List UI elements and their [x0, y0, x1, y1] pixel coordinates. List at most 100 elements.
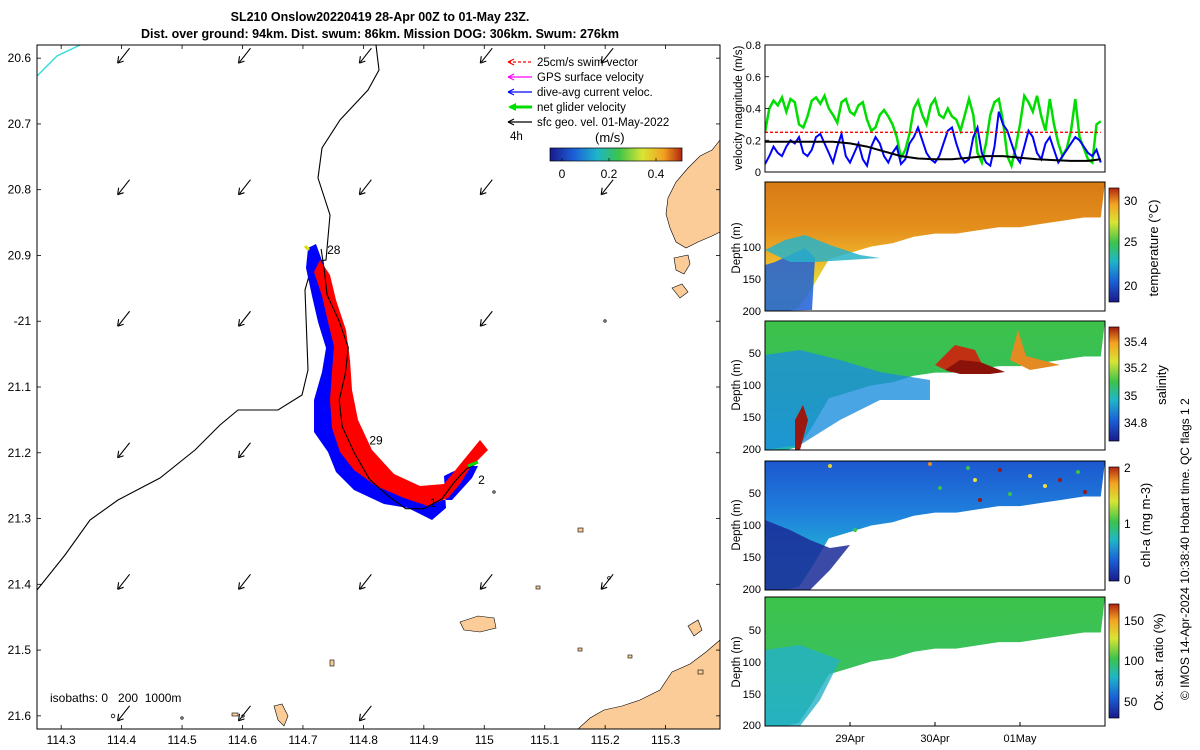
- isobath-label: isobaths: 0 200 1000m: [50, 691, 181, 705]
- legend-item-gps-velocity: GPS surface velocity: [507, 72, 644, 84]
- temperature-colorbar-ticks: 30 25 20: [1124, 194, 1138, 293]
- credit-text: © IMOS 14-Apr-2024 10:38:40 Hobart time.…: [1178, 398, 1192, 700]
- colorbar-tick: 2: [1124, 461, 1131, 475]
- salinity-event-1-core: [945, 360, 1005, 374]
- lon-tick-label: 114.6: [228, 733, 257, 747]
- lat-tick-label: 20.9: [8, 248, 32, 262]
- colorbar-tick: 0: [1124, 573, 1131, 587]
- map-panel: 28 29 1 2 114.3 114.4 114.5 114.6 114.7 114.8 114…: [8, 44, 721, 747]
- chl-hotspot: [1008, 492, 1012, 496]
- depth-ylabel: Depth (m): [731, 359, 743, 410]
- net-velocity-segment: [303, 244, 311, 252]
- xtick-29apr: 29Apr: [835, 733, 865, 745]
- day-label: 1: [430, 496, 437, 510]
- velocity-ylabel: velocity magnitude (m/s): [733, 46, 745, 171]
- chl-hotspot: [1043, 484, 1047, 488]
- geo-velocity-arrow: [358, 573, 372, 590]
- velocity-series: [765, 92, 1102, 170]
- salinity-colorbar: [1108, 326, 1120, 442]
- salinity-hotspot: [795, 405, 808, 450]
- map-frame: [36, 44, 721, 730]
- chl-hotspot: [1076, 470, 1080, 474]
- temperature-frame: [764, 181, 1106, 312]
- ytick-label: 50: [749, 348, 761, 360]
- colorbar-tick: 30: [1124, 194, 1138, 208]
- map-legend: 25cm/s swim vector GPS surface velocity …: [507, 57, 683, 181]
- chl-hotspot: [998, 468, 1002, 472]
- day-label: 28: [327, 243, 341, 257]
- salinity-colorbar-ticks: 35.4 35.2 35 34.8: [1124, 335, 1148, 430]
- geo-velocity-arrow: [479, 573, 493, 590]
- geo-velocity-arrow: [358, 705, 372, 722]
- geo-velocity-arrow: [479, 47, 493, 64]
- chl-hotspot: [1083, 490, 1087, 494]
- chlorophyll-yticks: 50 100 150 200: [743, 488, 761, 596]
- temperature-panel: 100 150 200 Depth (m) 30 25 20 temperatu…: [731, 181, 1161, 318]
- geo-velocity-arrow: [479, 179, 493, 196]
- oxygen-colorbar-label: Ox. sat. ratio (%): [1151, 613, 1166, 711]
- geo-velocity-arrow: [117, 573, 131, 590]
- geo-velocity-arrow: [237, 705, 251, 722]
- colorbar-tick: 0.4: [648, 167, 665, 181]
- lat-tick-label: 21.2: [8, 446, 32, 460]
- land-southeast: [577, 639, 720, 729]
- colorbar-tick: 20: [1124, 279, 1138, 293]
- geo-velocity-arrow: [117, 705, 131, 722]
- ytick-label: 50: [749, 488, 761, 500]
- lon-tick-label: 114.5: [167, 733, 196, 747]
- lon-tick-label: 114.8: [349, 733, 378, 747]
- legend-label: GPS surface velocity: [537, 72, 644, 84]
- temperature-deep-cold-2: [765, 235, 880, 262]
- chl-hotspot: [928, 462, 932, 466]
- depth-ylabel: Depth (m): [731, 636, 743, 687]
- chl-hotspot: [978, 498, 982, 502]
- chlorophyll-colorbar-ticks: 2 1 0: [1124, 461, 1131, 587]
- lon-tick-label: 114.4: [107, 733, 136, 747]
- ytick-label: 150: [743, 689, 761, 701]
- chlorophyll-field: [765, 461, 1105, 590]
- legend-item-geo-velocity: sfc geo. vel. 01-May-2022: [507, 117, 669, 129]
- geo-velocity-arrow: [479, 310, 493, 327]
- chlorophyll-frame: [764, 460, 1106, 591]
- salinity-colorbar-label: salinity: [1154, 365, 1169, 405]
- net-velocity-segment: [467, 460, 479, 468]
- land-island-2: [671, 283, 689, 299]
- ytick-label: 100: [743, 242, 761, 254]
- colorbar-tick: 100: [1124, 654, 1144, 668]
- track-swath-red: [314, 260, 488, 506]
- ytick-label: 0: [755, 167, 761, 179]
- seamount-markers: [110, 319, 611, 720]
- lon-tick-label: 115: [475, 733, 494, 747]
- land-islet: [697, 669, 704, 675]
- legend-label: net glider velocity: [537, 102, 626, 114]
- coastline-cyan: [37, 45, 81, 77]
- colorbar-tick: 35.2: [1124, 361, 1148, 375]
- lat-tick-label: 21.4: [8, 577, 32, 591]
- chlorophyll-colorbar: [1108, 466, 1120, 582]
- oxygen-yticks: 50 100 150 200: [743, 625, 761, 732]
- geo-velocity-arrow: [117, 179, 131, 196]
- ytick-label: 100: [743, 380, 761, 392]
- geo-velocity-arrow: [237, 179, 251, 196]
- chl-hotspot: [966, 466, 970, 470]
- glider-track: [320, 248, 479, 510]
- lon-tick-label: 114.7: [288, 733, 317, 747]
- lon-tick-label: 114.9: [409, 733, 438, 747]
- swim-vector-mark: [447, 487, 457, 495]
- colorbar-tick: 35: [1124, 389, 1138, 403]
- geo-velocity-arrow: [600, 573, 614, 590]
- lat-tick-label: 20.6: [8, 51, 32, 65]
- temperature-deep-cold: [765, 248, 815, 311]
- chl-hotspot: [1028, 474, 1032, 478]
- legend-item-net-velocity: net glider velocity: [508, 102, 626, 114]
- colorbar-tick: 0.2: [601, 167, 618, 181]
- oxygen-field: [765, 597, 1105, 726]
- chl-hotspot: [938, 486, 942, 490]
- salinity-frame: [764, 320, 1106, 451]
- temperature-yticks: 100 150 200: [743, 242, 761, 318]
- temperature-field: [765, 182, 1105, 311]
- xtick-01may: 01May: [1003, 733, 1037, 745]
- speed-colorbar: [549, 147, 683, 162]
